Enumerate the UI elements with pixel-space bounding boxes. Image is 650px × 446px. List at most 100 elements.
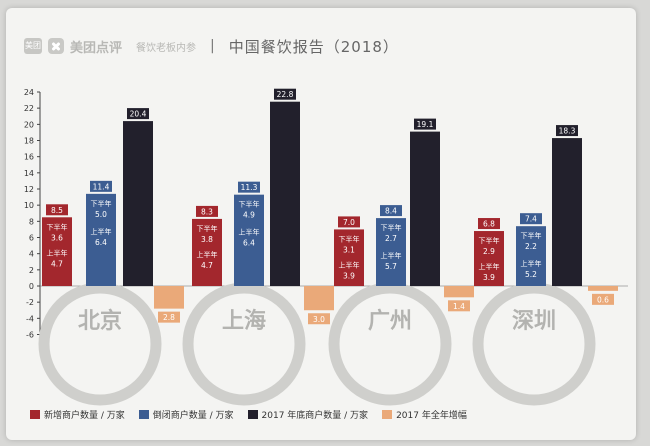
legend-item-growth: 2017 年全年增幅: [382, 408, 467, 421]
value-label-box: [478, 218, 500, 230]
legend-item-closed: 倒闭商户数量 / 万家: [138, 408, 234, 421]
legend-label-growth: 2017 年全年增幅: [396, 411, 467, 421]
bar-total-merchants: [270, 101, 300, 286]
half-year-value: 3.8: [201, 235, 213, 244]
bar-new-merchants: [42, 217, 72, 286]
city-name-label: 上海: [222, 308, 266, 334]
value-label-box: [448, 300, 470, 312]
bar-new-merchants: [334, 229, 364, 286]
half-year-label: 下半年: [239, 200, 260, 209]
half-year-value: 3.6: [51, 233, 63, 242]
value-label-box: [520, 213, 542, 225]
city-ring-emblem: [38, 282, 162, 406]
bar-total-merchants: [123, 121, 153, 286]
bar-total-merchants: [552, 138, 582, 286]
y-tick-label: -2: [26, 298, 34, 307]
y-tick-label: 4: [29, 250, 34, 259]
y-tick-label: 2: [29, 266, 34, 275]
value-label-box: [90, 180, 112, 192]
value-label: 20.4: [130, 110, 147, 119]
value-label: 0.6: [597, 295, 609, 304]
value-label-box: [380, 205, 402, 217]
half-year-value: 3.1: [343, 245, 355, 254]
legend-label-closed: 倒闭商户数量 / 万家: [152, 411, 234, 421]
half-year-value: 2.9: [483, 247, 495, 256]
y-tick-label: 0: [29, 282, 34, 291]
chart-legend: 新增商户数量 / 万家 倒闭商户数量 / 万家 2017 年底商户数量 / 万家…: [30, 408, 467, 421]
city-name-label: 深圳: [512, 309, 556, 334]
value-label-box: [127, 108, 149, 120]
value-label: 8.4: [385, 207, 397, 216]
y-tick-label: 22: [24, 104, 34, 113]
report-header: 美团 美团点评 餐饮老板内参 | 中国餐饮报告（2018）: [24, 36, 399, 56]
legend-swatch-growth: [382, 410, 393, 419]
meituan-logo-icon: [48, 38, 64, 54]
value-label: 19.1: [417, 120, 434, 129]
report-sheet: 美团 美团点评 餐饮老板内参 | 中国餐饮报告（2018） -6 -4 -2 0 2 4 6…: [6, 8, 636, 440]
half-year-label: 上半年: [381, 251, 402, 260]
legend-swatch-total: [247, 410, 258, 419]
half-year-value: 2.7: [385, 234, 397, 243]
y-tick-label: 10: [24, 201, 34, 210]
half-year-value: 6.4: [243, 239, 255, 248]
meituan-logo-badge: 美团: [24, 38, 42, 54]
half-year-label: 下半年: [381, 223, 402, 232]
bar-annual-growth: [444, 286, 474, 298]
value-label-box: [46, 204, 68, 216]
value-label: 11.3: [241, 183, 258, 192]
value-label: 18.3: [559, 127, 576, 136]
value-label-box: [158, 311, 180, 323]
bar-annual-growth: [304, 286, 334, 311]
legend-swatch-new: [30, 410, 40, 419]
city-name-label: 北京: [78, 308, 122, 334]
value-label-box: [338, 216, 360, 228]
half-year-label: 上半年: [197, 250, 218, 259]
report-title: 中国餐饮报告（2018）: [228, 37, 399, 56]
half-year-label: 下半年: [197, 224, 218, 233]
legend-swatch-closed: [138, 410, 149, 419]
bar-annual-growth: [154, 286, 184, 309]
y-tick-label: 12: [24, 185, 34, 194]
value-label-box: [308, 313, 330, 325]
half-year-value: 3.9: [343, 271, 355, 280]
header-divider: |: [210, 38, 215, 54]
city-ring-emblem: [182, 282, 306, 406]
value-label-box: [556, 125, 578, 137]
half-year-value: 4.9: [243, 211, 255, 220]
bar-new-merchants: [474, 231, 504, 286]
y-tick-label: 6: [29, 234, 34, 243]
value-label: 1.4: [453, 302, 465, 311]
half-year-value: 5.7: [385, 262, 397, 271]
half-year-label: 下半年: [339, 234, 360, 243]
half-year-value: 2.2: [525, 242, 537, 251]
brand-name: 美团点评: [70, 40, 123, 56]
bar-closed-merchants: [234, 194, 264, 286]
value-label-box: [274, 88, 296, 100]
y-tick-label: 16: [24, 153, 34, 162]
half-year-label: 上半年: [339, 260, 360, 269]
y-tick-label: -4: [26, 314, 34, 323]
bar-total-merchants: [410, 131, 440, 286]
half-year-label: 上半年: [521, 259, 542, 268]
value-label: 22.8: [277, 90, 294, 99]
half-year-label: 上半年: [239, 228, 260, 237]
city-ring-emblem: [472, 282, 596, 406]
value-label: 7.0: [343, 218, 355, 227]
bar-closed-merchants: [376, 218, 406, 286]
y-tick-label: 24: [24, 88, 34, 97]
y-tick-label: 18: [24, 137, 34, 146]
y-tick-label: 14: [24, 169, 34, 178]
half-year-label: 下半年: [521, 231, 542, 240]
half-year-value: 4.7: [51, 259, 63, 268]
legend-item-total: 2017 年底商户数量 / 万家: [247, 408, 368, 421]
city-name-label: 广州: [368, 308, 412, 334]
half-year-label: 上半年: [47, 248, 68, 257]
y-tick-label: 8: [29, 217, 34, 226]
bar-annual-growth: [588, 286, 618, 291]
legend-label-new: 新增商户数量 / 万家: [44, 411, 125, 421]
value-label-box: [592, 293, 614, 305]
report-subtitle: 餐饮老板内参: [136, 42, 197, 54]
half-year-value: 3.9: [483, 273, 495, 282]
y-tick-label: 20: [24, 120, 34, 129]
